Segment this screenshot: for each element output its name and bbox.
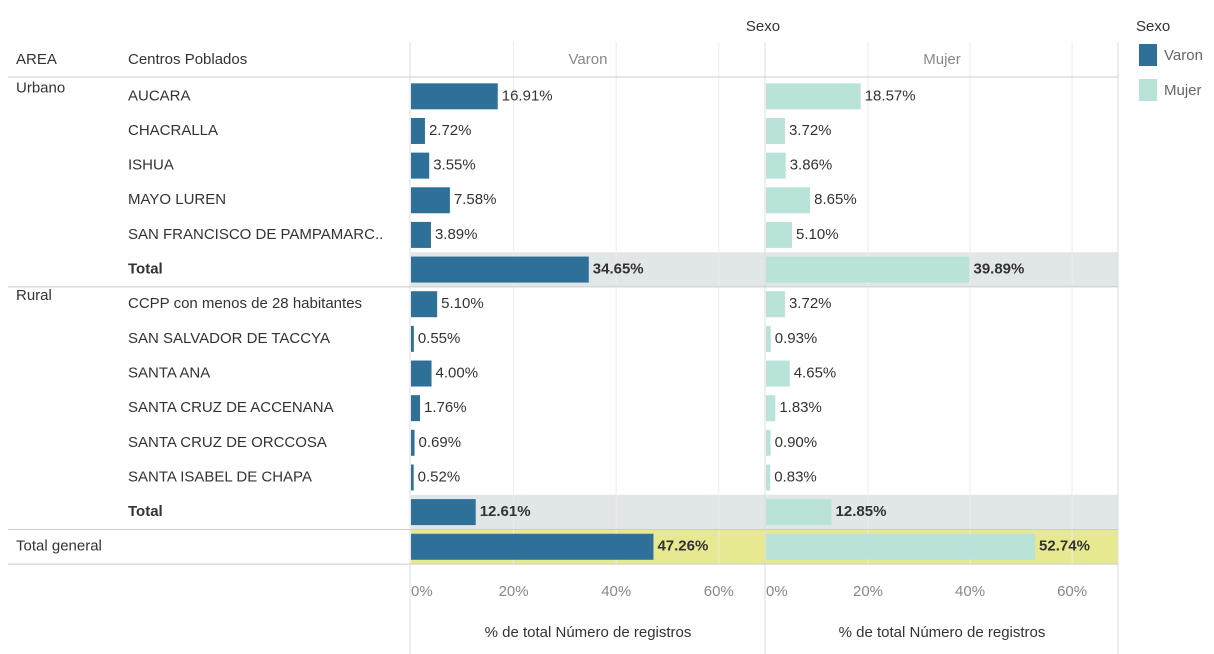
data-label: 3.72% xyxy=(789,122,832,139)
bar xyxy=(411,256,589,283)
data-label: 3.89% xyxy=(435,226,478,243)
x-tick-label: 20% xyxy=(499,583,529,600)
panel-header: Mujer xyxy=(923,51,961,68)
data-label: 18.57% xyxy=(865,87,916,104)
category-label: Total xyxy=(128,261,163,278)
bar xyxy=(766,429,771,456)
bar xyxy=(766,533,1036,560)
bar xyxy=(411,499,476,526)
x-tick-label: 40% xyxy=(955,583,985,600)
bar xyxy=(411,221,431,248)
legend-title: Sexo xyxy=(1136,18,1170,35)
category-label: SANTA CRUZ DE ACCENANA xyxy=(128,399,334,416)
category-label: SANTA CRUZ DE ORCCOSA xyxy=(128,434,327,451)
x-tick-label: 0% xyxy=(766,583,788,600)
data-label: 3.72% xyxy=(789,295,832,312)
data-label: 4.65% xyxy=(794,364,837,381)
bar xyxy=(411,83,498,110)
bar xyxy=(411,152,430,179)
category-label: SANTA ANA xyxy=(128,364,210,381)
data-label: 5.10% xyxy=(441,295,484,312)
x-tick-label: 0% xyxy=(411,583,433,600)
data-label: 1.76% xyxy=(424,399,467,416)
row-header: AREA xyxy=(16,51,57,68)
category-label: SAN SALVADOR DE TACCYA xyxy=(128,330,330,347)
data-label: 12.61% xyxy=(480,503,531,520)
bar xyxy=(766,291,785,318)
bar xyxy=(766,499,832,526)
bar xyxy=(766,117,785,144)
x-tick-label: 20% xyxy=(853,583,883,600)
bar xyxy=(411,429,415,456)
bar xyxy=(411,464,414,491)
category-label: MAYO LUREN xyxy=(128,191,226,208)
area-label: Urbano xyxy=(16,79,65,96)
panel-header: Varon xyxy=(569,51,608,68)
bar xyxy=(766,152,786,179)
category-label: SAN FRANCISCO DE PAMPAMARC.. xyxy=(128,226,383,243)
bar xyxy=(411,360,432,387)
data-label: 0.90% xyxy=(775,434,818,451)
bar xyxy=(411,325,414,352)
data-label: 4.00% xyxy=(436,364,479,381)
data-label: 39.89% xyxy=(973,261,1024,278)
data-label: 0.55% xyxy=(418,330,461,347)
x-tick-label: 60% xyxy=(704,583,734,600)
bar xyxy=(766,360,790,387)
data-label: 7.58% xyxy=(454,191,497,208)
category-label: CCPP con menos de 28 habitantes xyxy=(128,295,362,312)
bar xyxy=(411,395,421,422)
category-label: CHACRALLA xyxy=(128,122,218,139)
column-header: Sexo xyxy=(746,18,780,35)
bar xyxy=(766,325,771,352)
data-label: 5.10% xyxy=(796,226,839,243)
legend-swatch xyxy=(1139,79,1157,101)
data-label: 12.85% xyxy=(836,503,887,520)
bar xyxy=(411,291,438,318)
data-label: 1.83% xyxy=(779,399,822,416)
bar xyxy=(766,464,771,491)
x-tick-label: 40% xyxy=(601,583,631,600)
bar xyxy=(766,395,776,422)
area-label: Total general xyxy=(16,538,102,555)
x-axis-title: % de total Número de registros xyxy=(839,624,1046,641)
legend-label: Varon xyxy=(1164,47,1203,64)
bar xyxy=(411,187,450,214)
data-label: 8.65% xyxy=(814,191,857,208)
x-axis-title: % de total Número de registros xyxy=(485,624,692,641)
bar xyxy=(766,83,861,110)
data-label: 16.91% xyxy=(502,87,553,104)
area-label: Rural xyxy=(16,287,52,304)
bar xyxy=(766,221,793,248)
legend-swatch xyxy=(1139,44,1157,66)
bar xyxy=(411,533,654,560)
data-label: 52.74% xyxy=(1039,538,1090,555)
bar xyxy=(411,117,425,144)
data-label: 34.65% xyxy=(593,261,644,278)
data-label: 0.93% xyxy=(775,330,818,347)
data-label: 3.86% xyxy=(790,157,833,174)
bar xyxy=(766,187,811,214)
data-label: 2.72% xyxy=(429,122,472,139)
legend-label: Mujer xyxy=(1164,82,1202,99)
row-header: Centros Poblados xyxy=(128,51,247,68)
bar xyxy=(766,256,970,283)
data-label: 0.69% xyxy=(419,434,462,451)
data-label: 0.52% xyxy=(418,468,461,485)
category-label: ISHUA xyxy=(128,157,174,174)
category-label: Total xyxy=(128,503,163,520)
category-label: AUCARA xyxy=(128,87,191,104)
x-tick-label: 60% xyxy=(1057,583,1087,600)
data-label: 0.83% xyxy=(774,468,817,485)
data-label: 3.55% xyxy=(433,157,476,174)
data-label: 47.26% xyxy=(657,538,708,555)
category-label: SANTA ISABEL DE CHAPA xyxy=(128,468,312,485)
